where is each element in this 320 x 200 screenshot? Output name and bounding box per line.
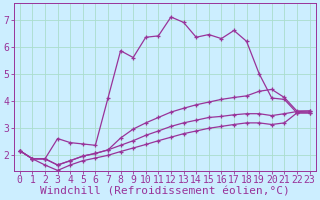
X-axis label: Windchill (Refroidissement éolien,°C): Windchill (Refroidissement éolien,°C): [40, 187, 290, 197]
